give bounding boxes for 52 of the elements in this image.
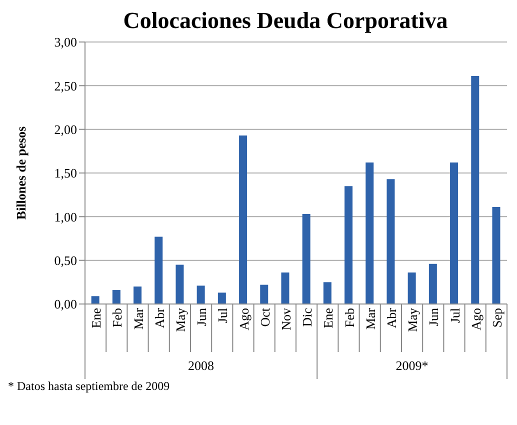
x-tick-label: Abr [384, 307, 399, 328]
x-tick-label: May [405, 308, 420, 332]
x-tick-label: Jul [215, 308, 230, 324]
x-tick-label: Ene [88, 308, 104, 328]
x-tick-label: Feb [110, 308, 125, 328]
text: 2009* [396, 358, 428, 373]
bar [492, 207, 500, 304]
bar [176, 264, 184, 304]
y-tick-label: 2,50 [54, 78, 77, 94]
bar [281, 272, 290, 304]
bar [239, 135, 248, 304]
x-tick-label: Ago [468, 308, 484, 330]
bar [408, 272, 416, 304]
bar [91, 296, 100, 304]
bar [196, 286, 205, 304]
bar [428, 264, 437, 304]
bar [323, 282, 332, 304]
bar [134, 286, 142, 304]
x-tick-label: Ago [236, 308, 252, 330]
bar [366, 162, 374, 304]
y-tick-label: 1,50 [54, 166, 77, 181]
x-tick-label: Jul [447, 308, 462, 324]
x-tick-label: Jun [426, 308, 442, 326]
x-tick-label: Mar [362, 307, 378, 330]
bar [154, 236, 163, 304]
x-tick-label: Feb [342, 308, 357, 328]
y-tick-label: 0,00 [54, 296, 77, 312]
x-tick-label: Sep [489, 308, 504, 328]
y-axis-title: Billones de pesos [14, 126, 29, 220]
text: 2008 [188, 358, 214, 373]
bar [112, 290, 120, 304]
x-tick-label: Oct [257, 308, 272, 327]
x-tick-label: Dic [300, 308, 315, 327]
bar [218, 292, 226, 304]
y-tick-label: 3,00 [54, 34, 77, 50]
bar [260, 284, 268, 304]
x-tick-label: Ene [320, 308, 336, 328]
y-tick-label: 2,00 [54, 122, 77, 137]
x-tick-label: Abr [152, 307, 167, 328]
bar [450, 162, 458, 304]
x-tick-label: Mar [130, 307, 146, 330]
bar [471, 76, 480, 304]
bar [344, 186, 353, 304]
x-tick-label: Jun [194, 308, 210, 326]
bar [302, 214, 310, 304]
y-tick-label: 1,00 [54, 209, 77, 224]
chart-title: Colocaciones Deuda Corporativa [122, 8, 449, 34]
bar [386, 179, 395, 304]
text: * Datos hasta septiembre de 2009 [8, 379, 171, 393]
y-tick-label: 0,50 [54, 252, 77, 268]
x-tick-label: Nov [278, 308, 294, 330]
x-tick-label: May [172, 308, 188, 332]
